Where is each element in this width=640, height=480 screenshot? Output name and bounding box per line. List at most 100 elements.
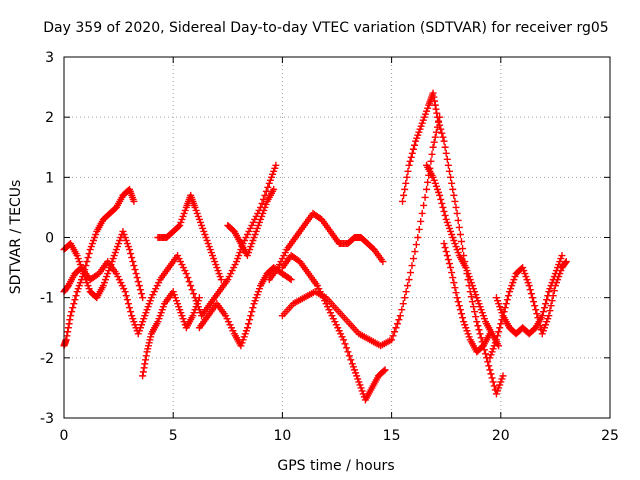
data-point — [126, 246, 134, 254]
interpolated-point — [437, 195, 445, 203]
interpolated-point — [430, 138, 438, 146]
series-satellite-track-12 — [423, 161, 503, 350]
interpolated-point — [443, 155, 451, 163]
interpolated-point — [342, 344, 350, 352]
data-point — [429, 143, 437, 151]
interpolated-point — [424, 178, 432, 186]
data-point — [287, 276, 295, 284]
interpolated-point — [484, 358, 492, 366]
interpolated-point — [66, 316, 74, 324]
interpolated-point — [431, 133, 439, 141]
interpolated-point — [443, 252, 451, 260]
data-point — [272, 161, 280, 169]
interpolated-point — [127, 250, 135, 258]
interpolated-point — [449, 274, 457, 282]
interpolated-point — [527, 290, 535, 298]
data-point — [381, 366, 389, 374]
data-points — [60, 89, 570, 404]
data-point — [414, 234, 422, 241]
interpolated-point — [542, 300, 550, 308]
interpolated-point — [402, 179, 410, 187]
interpolated-point — [247, 312, 255, 320]
interpolated-point — [441, 143, 449, 151]
interpolated-point — [190, 290, 198, 298]
interpolated-point — [72, 292, 80, 300]
interpolated-point — [134, 278, 142, 286]
interpolated-point — [442, 248, 450, 256]
data-point — [447, 173, 455, 181]
interpolated-point — [431, 97, 439, 105]
interpolated-point — [533, 310, 541, 318]
y-tick-label: 1 — [45, 170, 54, 186]
interpolated-point — [258, 199, 266, 207]
interpolated-point — [476, 330, 484, 338]
data-point — [453, 209, 461, 217]
interpolated-point — [467, 293, 475, 301]
data-point — [486, 330, 494, 338]
interpolated-point — [127, 308, 135, 316]
data-point — [396, 312, 404, 320]
x-tick-label: 10 — [273, 428, 291, 444]
interpolated-point — [438, 129, 446, 137]
series-satellite-track-13 — [440, 240, 494, 356]
interpolated-point — [130, 262, 138, 270]
interpolated-point — [126, 304, 134, 312]
interpolated-point — [64, 328, 72, 336]
interpolated-point — [436, 121, 444, 129]
y-tick-label: -1 — [40, 291, 54, 307]
data-point — [558, 252, 566, 260]
interpolated-point — [401, 185, 409, 193]
interpolated-point — [442, 149, 450, 157]
series-satellite-track-10 — [278, 113, 444, 350]
interpolated-point — [249, 304, 257, 312]
interpolated-point — [128, 254, 136, 262]
interpolated-point — [391, 328, 399, 336]
x-axis-label: GPS time / hours — [277, 458, 394, 474]
interpolated-point — [393, 320, 401, 328]
data-point — [243, 324, 251, 332]
series-satellite-track-14 — [486, 258, 570, 362]
data-point — [139, 372, 147, 380]
interpolated-point — [411, 141, 419, 149]
series-satellite-track-11 — [399, 89, 507, 398]
interpolated-point — [468, 298, 476, 306]
interpolated-point — [444, 161, 452, 169]
interpolated-point — [421, 193, 429, 201]
data-point — [562, 258, 570, 266]
interpolated-point — [550, 287, 558, 295]
x-tick-label: 0 — [60, 428, 69, 444]
data-point — [121, 288, 129, 296]
interpolated-point — [409, 145, 417, 153]
interpolated-point — [448, 269, 456, 277]
series-satellite-track-7 — [224, 185, 278, 260]
interpolated-point — [135, 282, 143, 290]
interpolated-point — [83, 258, 91, 266]
interpolated-point — [454, 298, 462, 306]
interpolated-point — [138, 290, 146, 298]
interpolated-point — [399, 300, 407, 308]
interpolated-point — [475, 326, 483, 334]
interpolated-point — [531, 302, 539, 310]
interpolated-point — [63, 332, 71, 340]
interpolated-point — [406, 157, 414, 165]
interpolated-point — [398, 306, 406, 314]
interpolated-point — [64, 324, 72, 332]
interpolated-point — [136, 286, 144, 294]
interpolated-point — [262, 187, 270, 195]
interpolated-point — [392, 324, 400, 332]
interpolated-point — [70, 300, 78, 308]
interpolated-point — [438, 199, 446, 207]
data-point — [139, 294, 147, 302]
interpolated-point — [450, 279, 458, 287]
interpolated-point — [402, 288, 410, 296]
data-point — [492, 336, 500, 344]
data-point — [405, 276, 413, 284]
data-point — [440, 240, 448, 248]
interpolated-point — [489, 378, 497, 386]
series-satellite-track-9 — [265, 209, 387, 284]
interpolated-point — [455, 223, 463, 231]
data-point — [429, 89, 437, 97]
interpolated-point — [444, 256, 452, 264]
interpolated-point — [440, 207, 448, 215]
data-point — [486, 366, 494, 374]
